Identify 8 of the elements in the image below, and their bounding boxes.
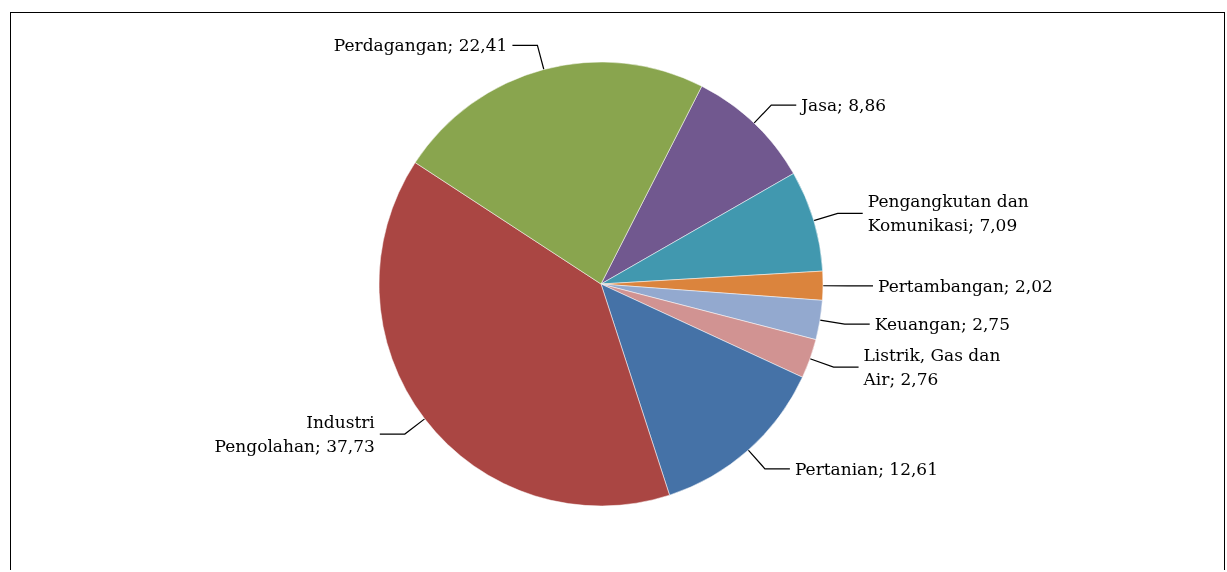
slice-label: Perdagangan; 22,41 — [333, 35, 508, 56]
slice-label: Keuangan; 2,75 — [874, 314, 1010, 335]
slice-label: Listrik, Gas dan Air; 2,76 — [862, 345, 1001, 390]
slice-label: Jasa; 8,86 — [799, 95, 887, 116]
slice-label: Pertanian; 12,61 — [794, 458, 939, 479]
slice-label: Pengangkutan dan Komunikasi; 7,09 — [867, 191, 1029, 236]
slice-label: Pertambangan; 2,02 — [877, 275, 1053, 296]
slice-label: Industri Pengolahan; 37,73 — [214, 412, 376, 457]
